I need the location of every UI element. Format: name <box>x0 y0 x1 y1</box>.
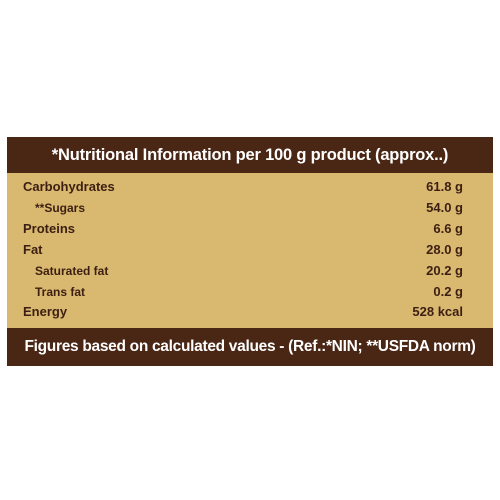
nutrient-row-carbohydrates: Carbohydrates 61.8 g <box>7 177 493 197</box>
nutrient-name: Energy <box>23 304 68 319</box>
nutrient-value: 0.2 g <box>433 284 463 299</box>
nutrition-header: *Nutritional Information per 100 g produ… <box>7 137 493 173</box>
nutrient-name: Fat <box>23 242 43 257</box>
nutrient-row-saturated-fat: Saturated fat 20.2 g <box>7 261 493 281</box>
nutrition-label: *Nutritional Information per 100 g produ… <box>7 137 493 366</box>
nutrient-row-energy: Energy 528 kcal <box>7 302 493 322</box>
nutrient-value: 6.6 g <box>433 221 463 236</box>
nutrient-name: Saturated fat <box>35 264 109 278</box>
nutrient-value: 20.2 g <box>426 263 463 278</box>
nutrient-name: **Sugars <box>35 201 86 215</box>
nutrient-name: Proteins <box>23 221 76 236</box>
nutrient-value: 54.0 g <box>426 200 463 215</box>
nutrient-name: Trans fat <box>35 285 86 299</box>
nutrient-row-sugars: **Sugars 54.0 g <box>7 198 493 218</box>
nutrient-row-fat: Fat 28.0 g <box>7 240 493 260</box>
nutrient-row-proteins: Proteins 6.6 g <box>7 219 493 239</box>
nutrition-table: Carbohydrates 61.8 g **Sugars 54.0 g Pro… <box>7 173 493 328</box>
nutrient-value: 28.0 g <box>426 242 463 257</box>
nutrient-row-trans-fat: Trans fat 0.2 g <box>7 282 493 302</box>
nutrient-value: 61.8 g <box>426 179 463 194</box>
nutrient-name: Carbohydrates <box>23 179 115 194</box>
nutrient-value: 528 kcal <box>412 304 463 319</box>
reference-footer: Figures based on calculated values - (Re… <box>7 328 493 366</box>
